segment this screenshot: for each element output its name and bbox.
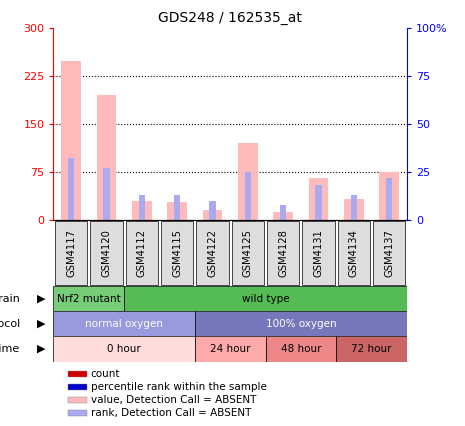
Text: GSM4134: GSM4134: [349, 229, 359, 277]
Text: normal oxygen: normal oxygen: [85, 319, 163, 329]
Text: ▶: ▶: [37, 294, 46, 304]
FancyBboxPatch shape: [55, 221, 87, 285]
Bar: [97, 95, 116, 220]
Text: 100% oxygen: 100% oxygen: [266, 319, 336, 329]
Bar: [174, 195, 180, 220]
Text: Nrf2 mutant: Nrf2 mutant: [57, 294, 121, 304]
Bar: [67, 410, 87, 416]
Text: 72 hour: 72 hour: [351, 344, 392, 354]
Bar: [209, 201, 216, 220]
Bar: [280, 204, 286, 220]
FancyBboxPatch shape: [161, 221, 193, 285]
Bar: [67, 371, 87, 377]
FancyBboxPatch shape: [373, 221, 405, 285]
Text: wild type: wild type: [242, 294, 289, 304]
Text: value, Detection Call = ABSENT: value, Detection Call = ABSENT: [91, 395, 256, 405]
Bar: [139, 195, 145, 220]
Bar: [309, 178, 328, 220]
FancyBboxPatch shape: [267, 221, 299, 285]
Bar: [195, 337, 266, 362]
Text: GSM4128: GSM4128: [278, 229, 288, 277]
Text: rank, Detection Call = ABSENT: rank, Detection Call = ABSENT: [91, 409, 251, 418]
Bar: [238, 143, 258, 220]
Text: ▶: ▶: [37, 344, 46, 354]
Bar: [167, 202, 187, 220]
Bar: [68, 158, 74, 220]
Bar: [53, 311, 195, 337]
Bar: [266, 337, 336, 362]
FancyBboxPatch shape: [196, 221, 229, 285]
Text: GSM4117: GSM4117: [66, 229, 76, 277]
Text: count: count: [91, 368, 120, 379]
Text: GSM4131: GSM4131: [313, 229, 324, 277]
Bar: [67, 384, 87, 390]
Text: 0 hour: 0 hour: [107, 344, 141, 354]
Bar: [132, 201, 152, 220]
Bar: [61, 61, 81, 220]
Text: ▶: ▶: [37, 319, 46, 329]
Text: strain: strain: [0, 294, 20, 304]
Text: GSM4122: GSM4122: [207, 229, 218, 277]
FancyBboxPatch shape: [90, 221, 123, 285]
Bar: [67, 397, 87, 403]
Title: GDS248 / 162535_at: GDS248 / 162535_at: [158, 11, 302, 25]
FancyBboxPatch shape: [232, 221, 264, 285]
Bar: [203, 210, 222, 220]
Bar: [379, 172, 399, 220]
Text: GSM4137: GSM4137: [384, 229, 394, 277]
Bar: [315, 185, 322, 220]
Text: time: time: [0, 344, 20, 354]
Bar: [103, 168, 110, 220]
Text: percentile rank within the sample: percentile rank within the sample: [91, 382, 266, 392]
FancyBboxPatch shape: [126, 221, 158, 285]
Text: protocol: protocol: [0, 319, 20, 329]
Bar: [124, 286, 407, 311]
FancyBboxPatch shape: [302, 221, 335, 285]
Bar: [195, 311, 407, 337]
Bar: [386, 178, 392, 220]
Text: GSM4112: GSM4112: [137, 229, 147, 277]
Bar: [336, 337, 407, 362]
Bar: [273, 212, 293, 220]
Bar: [53, 337, 195, 362]
Bar: [245, 172, 251, 220]
Bar: [53, 286, 124, 311]
FancyBboxPatch shape: [338, 221, 370, 285]
Bar: [351, 195, 357, 220]
Text: GSM4115: GSM4115: [172, 229, 182, 277]
Bar: [344, 199, 364, 220]
Text: 48 hour: 48 hour: [280, 344, 321, 354]
Text: 24 hour: 24 hour: [210, 344, 251, 354]
Text: GSM4125: GSM4125: [243, 229, 253, 277]
Text: GSM4120: GSM4120: [101, 229, 112, 277]
